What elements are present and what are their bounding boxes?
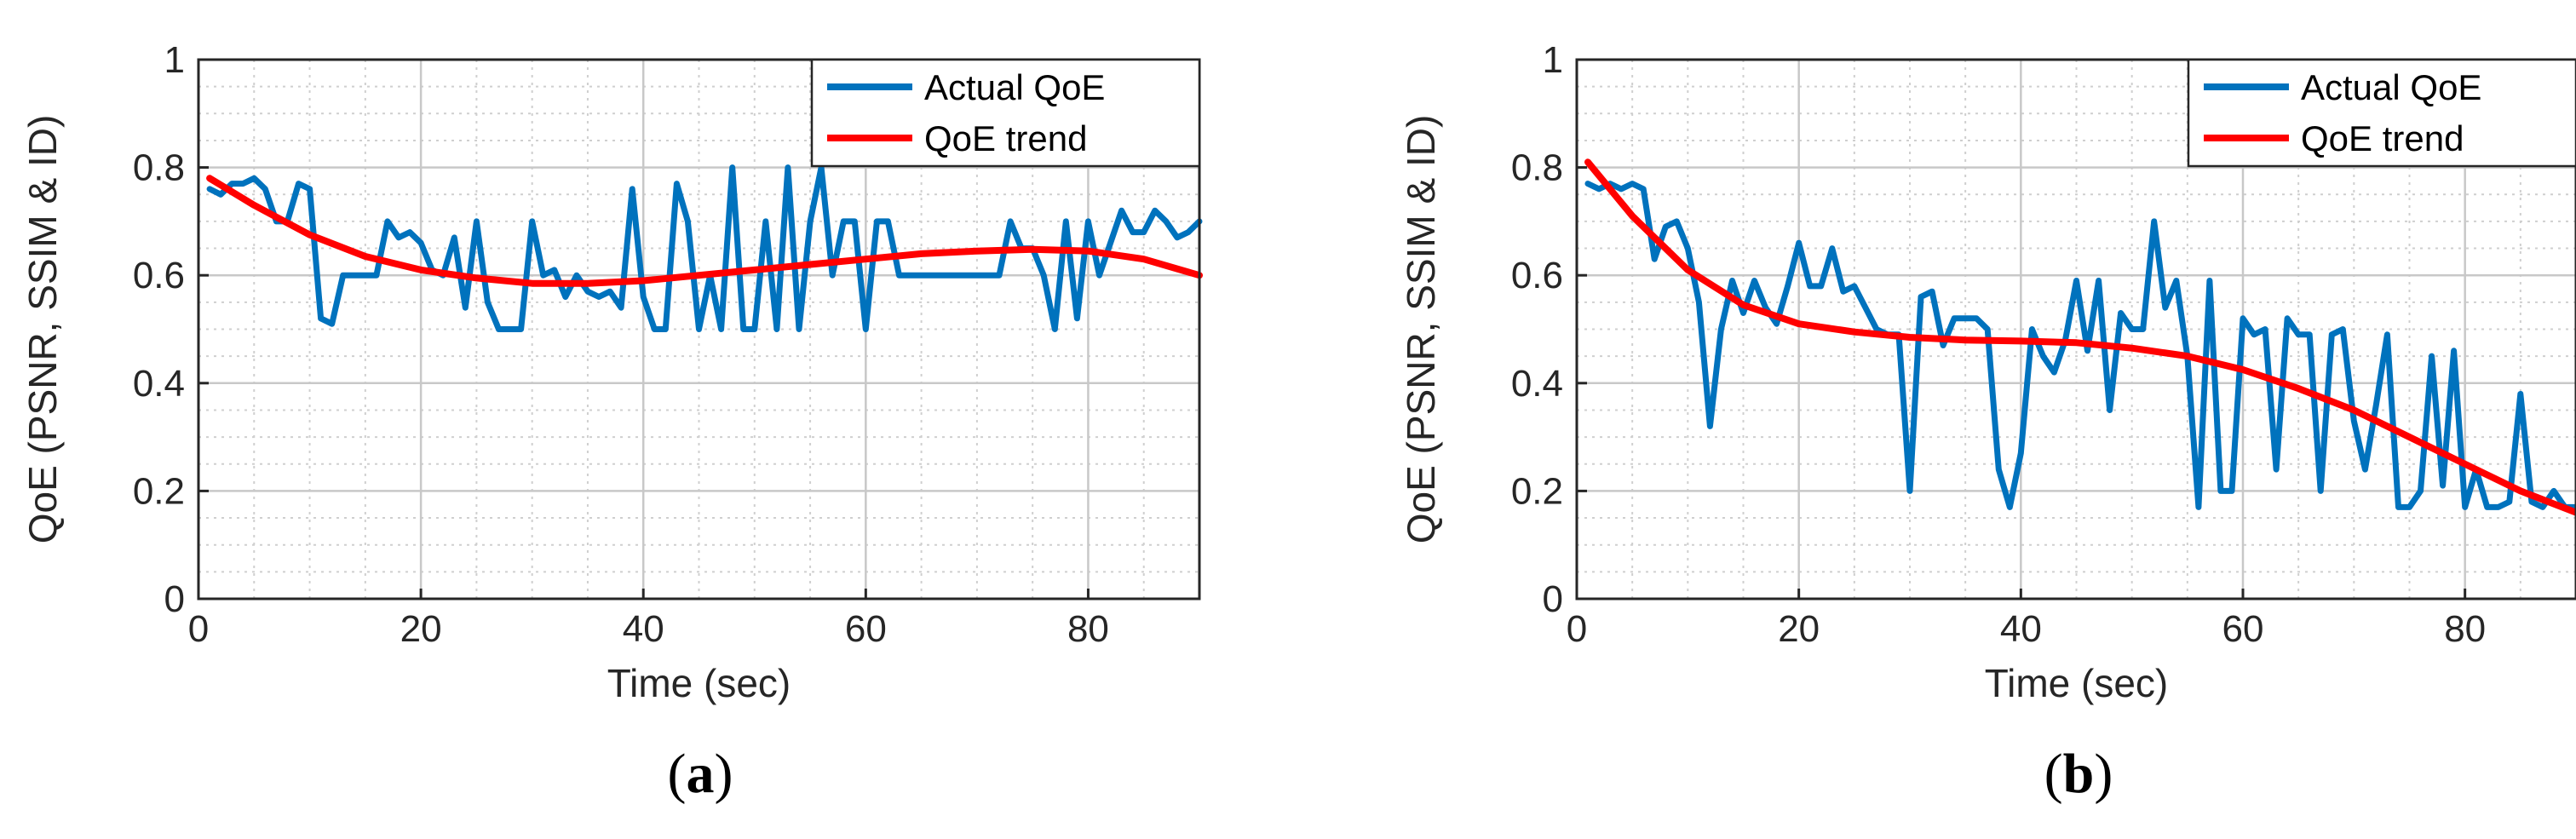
legend: Actual QoE QoE trend [810, 58, 1201, 168]
chart-panel-b: 0 20 40 60 80 0 0.2 0.4 0.6 0.8 1 Time (sec) QoE (PS… [1399, 39, 2576, 805]
y-tick-label: 0.6 [1511, 255, 1563, 296]
x-axis-label: Time (sec) [1985, 661, 2169, 705]
caption-open-paren: ( [668, 743, 687, 805]
x-tick-label: 0 [1567, 608, 1587, 650]
caption-letter: b [2063, 743, 2095, 805]
axes-box [197, 58, 1201, 601]
y-axis-label: QoE (PSNR, SSIM & ID) [20, 115, 65, 544]
x-tick-label: 80 [2444, 608, 2486, 650]
axes-box [1575, 58, 2576, 601]
panel-caption: (a) [668, 743, 733, 805]
series-line-actual-qoe [206, 164, 1203, 332]
series-line-qoe-trend [206, 175, 1203, 287]
y-tick-label: 0 [164, 578, 185, 620]
legend: Actual QoE QoE trend [2187, 58, 2576, 168]
y-tick-label: 1 [164, 39, 185, 81]
legend-box [810, 58, 1201, 168]
y-tick-label: 0.8 [1511, 147, 1563, 189]
y-axis-label: QoE (PSNR, SSIM & ID) [1399, 115, 1443, 544]
y-tick-label: 1 [1543, 39, 1563, 81]
caption-open-paren: ( [2044, 743, 2063, 805]
x-tick-label: 0 [188, 608, 209, 650]
y-tick-label: 0.8 [133, 147, 185, 189]
y-tick-label: 0 [1543, 578, 1563, 620]
legend-box [2187, 58, 2576, 168]
x-tick-label: 40 [623, 608, 664, 650]
x-tick-label: 80 [1067, 608, 1109, 650]
legend-label: Actual QoE [924, 67, 1105, 107]
x-axis-label: Time (sec) [607, 661, 791, 705]
y-tick-label: 0.2 [133, 470, 185, 512]
x-tick-label: 20 [1778, 608, 1820, 650]
legend-label: Actual QoE [2301, 67, 2481, 107]
caption-close-paren: ) [2094, 743, 2113, 805]
y-tick-label: 0.4 [1511, 363, 1563, 405]
panel-caption: (b) [2044, 743, 2113, 805]
x-tick-label: 40 [2000, 608, 2042, 650]
x-tick-label: 60 [2222, 608, 2264, 650]
legend-label: QoE trend [2301, 118, 2464, 158]
y-tick-label: 0.2 [1511, 470, 1563, 512]
x-tick-label: 20 [400, 608, 442, 650]
chart-panel-a: 0 20 40 60 80 0 0.2 0.4 0.6 0.8 1 Time (sec) QoE (PS… [20, 39, 1203, 805]
y-tick-label: 0.6 [133, 255, 185, 296]
series-line-qoe-trend [1584, 158, 2576, 516]
caption-close-paren: ) [715, 743, 733, 805]
y-tick-label: 0.4 [133, 363, 185, 405]
x-tick-label: 60 [845, 608, 887, 650]
caption-letter: a [687, 743, 715, 805]
legend-label: QoE trend [924, 118, 1087, 158]
series-line-actual-qoe [1584, 181, 2576, 510]
